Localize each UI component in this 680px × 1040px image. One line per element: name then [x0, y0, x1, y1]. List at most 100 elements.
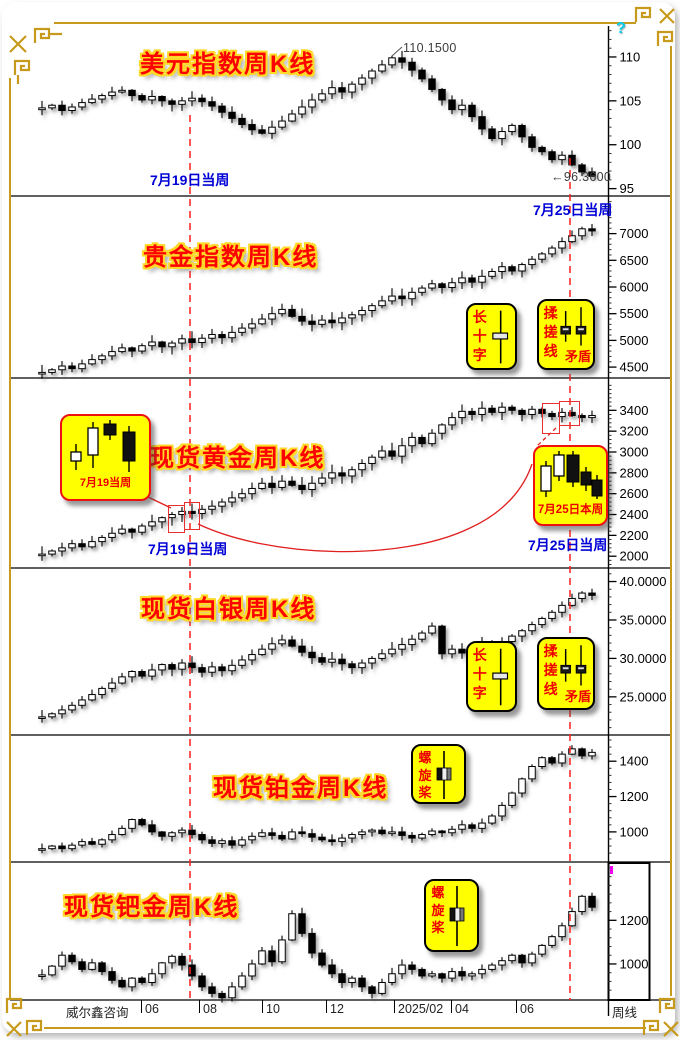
svg-text:1000: 1000	[620, 956, 649, 971]
y-axis-ticks-2: 3400 3200 3000 2800 2600 2400 2200 2000	[608, 384, 649, 566]
callout-propeller-palladium: 螺旋桨	[424, 879, 479, 952]
callout-jul19-gold: 7月19当周	[60, 414, 151, 501]
svg-text:100: 100	[620, 137, 642, 152]
title-metals-index: 贵金指数周K线	[143, 244, 319, 271]
long-cross-candle-icon	[491, 648, 508, 706]
period-label: 周线	[612, 1006, 638, 1020]
svg-text:4500: 4500	[620, 360, 649, 375]
contradiction-label: 矛盾	[564, 689, 591, 704]
time-tick	[199, 1000, 201, 1013]
callout-rubbing-silver: 揉搓线 矛盾	[537, 637, 595, 710]
time-label-06a: 06	[145, 1002, 159, 1016]
candle-series-5	[38, 892, 596, 1003]
frame-ornament-top-right	[634, 6, 675, 46]
y-axis-ticks-4: 1400 1200 1000	[608, 739, 649, 854]
callout-long-cross-silver: 长十字	[466, 641, 517, 712]
rubbing-candles-icon	[560, 307, 587, 346]
date-label-jul19-gold: 7月19日当周	[148, 541, 228, 557]
frame-ornament-top-left	[9, 27, 62, 84]
low-value-label: ←96.3600	[551, 170, 611, 184]
palladium-axis-box	[607, 862, 651, 1001]
date-label-jul19-usd: 7月19日当周	[150, 172, 230, 188]
candle-series-4	[38, 745, 596, 854]
date-label-jul25-gold: 7月25日当周	[528, 537, 608, 553]
svg-text:105: 105	[620, 93, 642, 108]
candle-series-0	[38, 50, 596, 177]
y-axis-ticks-0: 110 105 100 95	[608, 30, 642, 196]
highlight-rect-jul19-a	[168, 505, 185, 533]
cursor-mark	[610, 866, 613, 874]
candle-series-1	[38, 224, 596, 379]
peak-leader-line	[391, 46, 403, 57]
svg-text:95: 95	[620, 181, 634, 196]
jul25-box-caption: 7月25日本周	[537, 504, 604, 516]
date-label-jul25-metals: 7月25日当周	[533, 202, 613, 218]
frame-ornament-bottom-left	[5, 997, 43, 1037]
svg-text:25.0000: 25.0000	[620, 689, 667, 704]
time-label-10: 10	[266, 1002, 280, 1016]
svg-text:30.0000: 30.0000	[620, 651, 667, 666]
time-tick	[141, 1000, 143, 1013]
svg-text:1000: 1000	[620, 824, 649, 839]
propeller-candle-icon	[436, 751, 452, 799]
contradiction-label: 矛盾	[564, 349, 591, 364]
svg-text:2400: 2400	[620, 507, 649, 522]
callout-rubbing-metals: 揉搓线 矛盾	[537, 299, 595, 370]
svg-text:2600: 2600	[620, 486, 649, 501]
svg-text:6500: 6500	[620, 253, 649, 268]
help-icon[interactable]: ?	[616, 20, 626, 37]
time-tick	[451, 1000, 453, 1013]
long-cross-label: 长十字	[472, 647, 487, 701]
callout-jul25-gold: 7月25日本周	[533, 445, 608, 526]
frame-left-line	[9, 78, 11, 998]
propeller-label: 螺旋桨	[431, 885, 445, 936]
left-arrow-icon: ←	[551, 170, 564, 184]
svg-text:1200: 1200	[620, 789, 649, 804]
highlight-rect-jul25-b	[559, 401, 580, 426]
y-axis-ticks-5: 1200 1000	[608, 867, 649, 991]
callout-propeller-platinum: 螺旋桨	[411, 744, 466, 804]
rubbing-label: 揉搓线	[543, 643, 558, 697]
rubbing-candles-icon	[560, 645, 587, 686]
panel-separators	[10, 195, 671, 1001]
svg-text:6000: 6000	[620, 280, 649, 295]
y-axis-ticks-1: 7000 6500 6000 5500 5000 4500	[608, 201, 649, 375]
title-gold: 现货黄金周K线	[150, 445, 326, 472]
svg-text:35.0000: 35.0000	[620, 612, 667, 627]
time-axis: 威尔鑫咨询 06 08 10 12 2025/02 04 06 周线	[10, 1000, 672, 1020]
frame-ornament-bottom-right	[642, 997, 679, 1037]
rubbing-label: 揉搓线	[543, 305, 558, 359]
svg-text:7000: 7000	[620, 226, 649, 241]
svg-text:2000: 2000	[620, 549, 649, 564]
svg-text:110: 110	[620, 49, 641, 64]
svg-text:1400: 1400	[620, 754, 649, 769]
frame-right-line	[670, 46, 672, 996]
highlight-rect-jul25-a	[542, 403, 560, 434]
time-tick	[262, 1000, 264, 1013]
callout-long-cross-metals: 长十字	[466, 303, 517, 370]
svg-text:40.0000: 40.0000	[620, 574, 667, 589]
time-label-2025-02: 2025/02	[398, 1002, 444, 1016]
frame-top-line	[54, 22, 636, 24]
propeller-label: 螺旋桨	[418, 750, 432, 801]
svg-text:3400: 3400	[620, 403, 649, 418]
low-value-text: 96.3600	[563, 170, 612, 184]
svg-text:3200: 3200	[620, 424, 649, 439]
time-label-08: 08	[203, 1002, 217, 1016]
time-label-12: 12	[330, 1002, 344, 1016]
peak-value-label: 110.1500	[403, 41, 457, 55]
title-platinum: 现货铂金周K线	[213, 775, 389, 802]
time-tick	[326, 1000, 328, 1013]
time-tick	[516, 1000, 518, 1013]
time-tick	[394, 1000, 396, 1013]
highlight-rect-jul19-b	[184, 502, 200, 530]
gold-chart-red-connectors	[147, 427, 557, 553]
title-silver: 现货白银周K线	[141, 596, 317, 623]
long-cross-label: 长十字	[472, 309, 487, 363]
time-label-06b: 06	[520, 1002, 534, 1016]
long-cross-candle-icon	[491, 310, 508, 364]
event-dashed-lines	[189, 115, 571, 1000]
svg-text:5500: 5500	[620, 306, 649, 321]
